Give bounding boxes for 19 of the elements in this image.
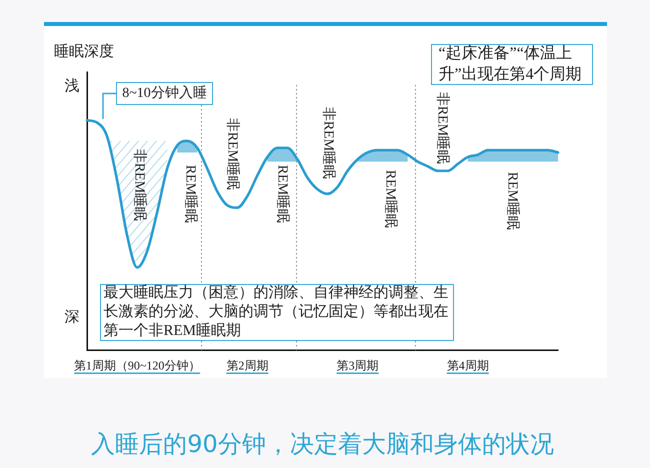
text: 8~10分钟入睡 (122, 84, 207, 102)
text: 浅 (64, 78, 80, 94)
annotation: REM睡眠 (182, 164, 198, 224)
x-tick-label: 第3周期 (336, 358, 379, 373)
text: 入睡后的90分钟，决定着大脑和身体的状况 (91, 430, 554, 458)
x-tick-label: 第1周期（90~120分钟） (74, 358, 200, 373)
annotation: REM睡眠 (504, 172, 520, 230)
text: 深 (64, 310, 80, 326)
annotation: 非REM睡眠 (224, 118, 240, 190)
annotation: 非REM睡眠 (434, 92, 450, 164)
annotation: 非REM睡眠 (320, 106, 336, 180)
y-axis-title: 睡眠深度 (54, 44, 114, 60)
x-tick-label: 第4周期 (446, 358, 489, 373)
annotation: REM睡眠 (274, 164, 290, 224)
annotation: REM睡眠 (382, 170, 398, 228)
text: “起床准备”“体温上升”出现在第4个周期 (438, 44, 582, 84)
annotation: 最大睡眠压力（困意）的消除、自律神经的调整、生长激素的分泌、大脑的调节（记忆固定）等都出现在第一个非REM睡眠期 (104, 284, 448, 341)
annotation: 非REM睡眠 (131, 148, 148, 222)
x-tick-label: 第2周期 (226, 358, 268, 373)
